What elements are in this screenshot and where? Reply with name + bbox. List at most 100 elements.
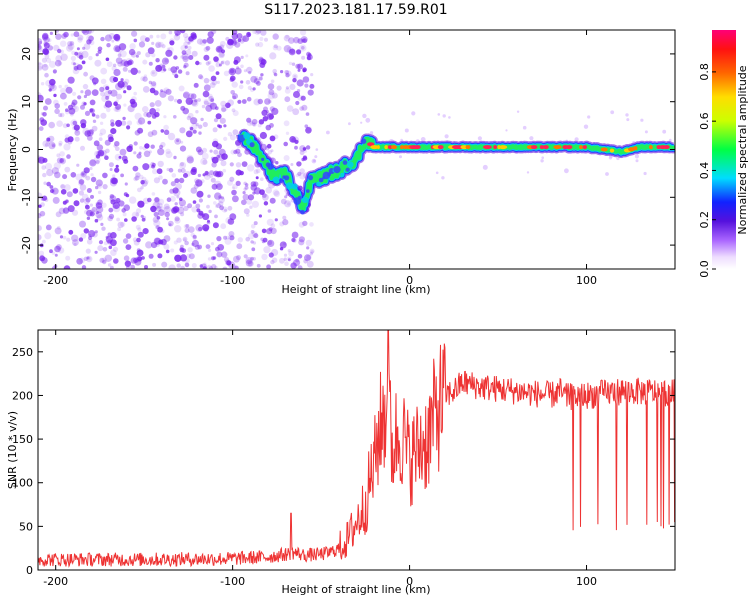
y-tick-label: 0 bbox=[26, 564, 33, 577]
noise-speckle bbox=[124, 218, 128, 222]
noise-speckle bbox=[131, 96, 137, 102]
signal-core-blob bbox=[306, 189, 310, 193]
noise-speckle bbox=[112, 174, 116, 178]
noise-speckle bbox=[85, 175, 91, 181]
noise-speckle bbox=[167, 95, 174, 102]
noise-speckle bbox=[182, 91, 190, 99]
noise-speckle bbox=[271, 107, 279, 115]
noise-speckle bbox=[285, 86, 289, 90]
signal-core-blob bbox=[582, 145, 587, 150]
noise-speckle bbox=[83, 256, 89, 261]
noise-speckle bbox=[227, 132, 233, 137]
noise-speckle bbox=[163, 206, 171, 213]
noise-speckle bbox=[136, 51, 141, 56]
noise-speckle bbox=[186, 154, 194, 162]
noise-speckle bbox=[163, 203, 170, 210]
noise-speckle bbox=[242, 191, 246, 195]
noise-speckle bbox=[261, 228, 267, 234]
noise-speckle bbox=[270, 223, 276, 228]
noise-speckle bbox=[128, 69, 132, 73]
noise-speckle bbox=[59, 151, 65, 157]
noise-speckle bbox=[168, 30, 173, 35]
noise-speckle bbox=[85, 30, 92, 35]
noise-speckle bbox=[59, 235, 64, 239]
noise-speckle bbox=[64, 184, 71, 191]
noise-speckle bbox=[205, 61, 210, 66]
noise-speckle bbox=[137, 227, 142, 232]
noise-speckle bbox=[150, 205, 157, 213]
noise-speckle bbox=[365, 117, 371, 123]
noise-speckle bbox=[96, 144, 104, 151]
noise-speckle bbox=[136, 119, 143, 126]
noise-speckle bbox=[155, 58, 160, 63]
signal-core-blob bbox=[347, 161, 354, 168]
noise-speckle bbox=[85, 197, 91, 203]
noise-speckle bbox=[42, 157, 48, 163]
noise-speckle bbox=[60, 40, 67, 47]
noise-speckle bbox=[246, 66, 253, 74]
noise-speckle bbox=[66, 44, 73, 52]
noise-speckle bbox=[51, 167, 60, 175]
noise-speckle bbox=[220, 196, 225, 200]
noise-speckle bbox=[66, 154, 71, 159]
noise-speckle bbox=[215, 113, 222, 120]
noise-speckle bbox=[272, 33, 279, 40]
noise-speckle bbox=[216, 203, 221, 209]
noise-speckle bbox=[83, 43, 91, 50]
noise-speckle bbox=[242, 35, 250, 42]
noise-speckle bbox=[226, 260, 232, 266]
noise-speckle bbox=[231, 33, 239, 40]
noise-speckle bbox=[302, 147, 307, 151]
signal-core-blob bbox=[566, 145, 573, 150]
noise-speckle bbox=[54, 103, 60, 109]
signal-core-blob bbox=[345, 167, 350, 172]
x-tick-label: -200 bbox=[43, 274, 68, 287]
noise-speckle bbox=[71, 234, 79, 242]
noise-speckle bbox=[283, 141, 289, 147]
noise-speckle bbox=[173, 115, 177, 119]
noise-speckle bbox=[255, 30, 262, 34]
noise-speckle bbox=[66, 191, 73, 198]
noise-speckle bbox=[223, 70, 230, 77]
noise-speckle bbox=[221, 107, 227, 113]
noise-speckle bbox=[95, 179, 103, 187]
noise-speckle bbox=[100, 149, 107, 157]
noise-speckle bbox=[72, 105, 79, 113]
noise-speckle bbox=[130, 264, 135, 269]
noise-speckle bbox=[78, 237, 84, 242]
noise-speckle bbox=[183, 238, 187, 242]
noise-speckle bbox=[38, 61, 42, 66]
noise-speckle bbox=[167, 220, 174, 227]
noise-speckle bbox=[256, 81, 261, 86]
noise-speckle bbox=[227, 205, 233, 211]
noise-speckle bbox=[141, 256, 145, 260]
noise-speckle bbox=[326, 130, 330, 135]
noise-speckle bbox=[72, 120, 78, 126]
noise-speckle bbox=[184, 170, 191, 177]
noise-speckle bbox=[78, 51, 84, 57]
noise-speckle bbox=[404, 128, 409, 133]
noise-speckle bbox=[285, 34, 290, 39]
noise-speckle bbox=[247, 260, 254, 267]
noise-speckle bbox=[306, 254, 312, 260]
noise-speckle bbox=[46, 181, 51, 187]
noise-speckle bbox=[183, 224, 189, 229]
noise-speckle bbox=[89, 203, 93, 207]
noise-speckle bbox=[529, 136, 534, 141]
noise-speckle bbox=[302, 67, 307, 72]
noise-speckle bbox=[202, 266, 207, 269]
noise-speckle bbox=[275, 161, 279, 165]
noise-speckle bbox=[236, 243, 243, 250]
noise-speckle bbox=[113, 144, 117, 148]
noise-speckle bbox=[192, 234, 197, 239]
noise-speckle bbox=[291, 231, 299, 239]
noise-speckle bbox=[190, 187, 198, 194]
noise-speckle bbox=[79, 184, 87, 191]
noise-speckle bbox=[216, 183, 223, 191]
noise-speckle bbox=[111, 39, 115, 43]
noise-speckle bbox=[247, 33, 251, 37]
noise-speckle bbox=[46, 169, 54, 177]
noise-speckle bbox=[202, 173, 206, 177]
noise-speckle bbox=[202, 265, 206, 269]
noise-speckle bbox=[139, 174, 144, 180]
